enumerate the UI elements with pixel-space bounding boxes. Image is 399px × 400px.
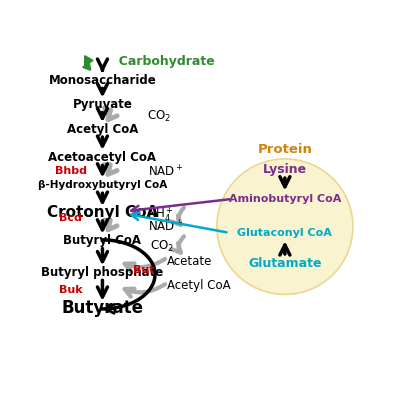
Text: Butyryl phosphate: Butyryl phosphate	[41, 266, 164, 279]
Text: NAD$^+$: NAD$^+$	[148, 164, 184, 180]
Text: NH$_4^+$: NH$_4^+$	[146, 206, 174, 224]
Text: Bcd: Bcd	[59, 213, 82, 223]
Circle shape	[217, 159, 353, 294]
Text: But: But	[133, 265, 155, 275]
Text: Acetyl CoA: Acetyl CoA	[168, 279, 231, 292]
Text: Acetoacetyl CoA: Acetoacetyl CoA	[48, 151, 156, 164]
Text: CO$_2$: CO$_2$	[150, 239, 174, 254]
Text: Acetate: Acetate	[168, 255, 213, 268]
Text: NAD$^+$: NAD$^+$	[148, 220, 184, 235]
Text: Butyrate: Butyrate	[61, 299, 144, 317]
Text: CO$_2$: CO$_2$	[147, 109, 171, 124]
Text: β-Hydroxybutyryl CoA: β-Hydroxybutyryl CoA	[38, 180, 167, 190]
Text: Monosaccharide: Monosaccharide	[49, 74, 156, 87]
Text: Glutaconyl CoA: Glutaconyl CoA	[237, 228, 332, 238]
Text: Crotonyl CoA: Crotonyl CoA	[47, 205, 158, 220]
Text: Carbohydrate: Carbohydrate	[110, 55, 215, 68]
Text: Lysine: Lysine	[263, 163, 307, 176]
Text: Glutamate: Glutamate	[248, 257, 322, 270]
Text: Buk: Buk	[59, 285, 83, 295]
Text: Pyruvate: Pyruvate	[73, 98, 132, 112]
Text: Protein: Protein	[257, 143, 312, 156]
Text: Butyryl CoA: Butyryl CoA	[63, 234, 141, 247]
Text: Bhbd: Bhbd	[55, 166, 87, 176]
Text: Acetyl CoA: Acetyl CoA	[67, 123, 138, 136]
Text: Aminobutyryl CoA: Aminobutyryl CoA	[229, 194, 341, 204]
